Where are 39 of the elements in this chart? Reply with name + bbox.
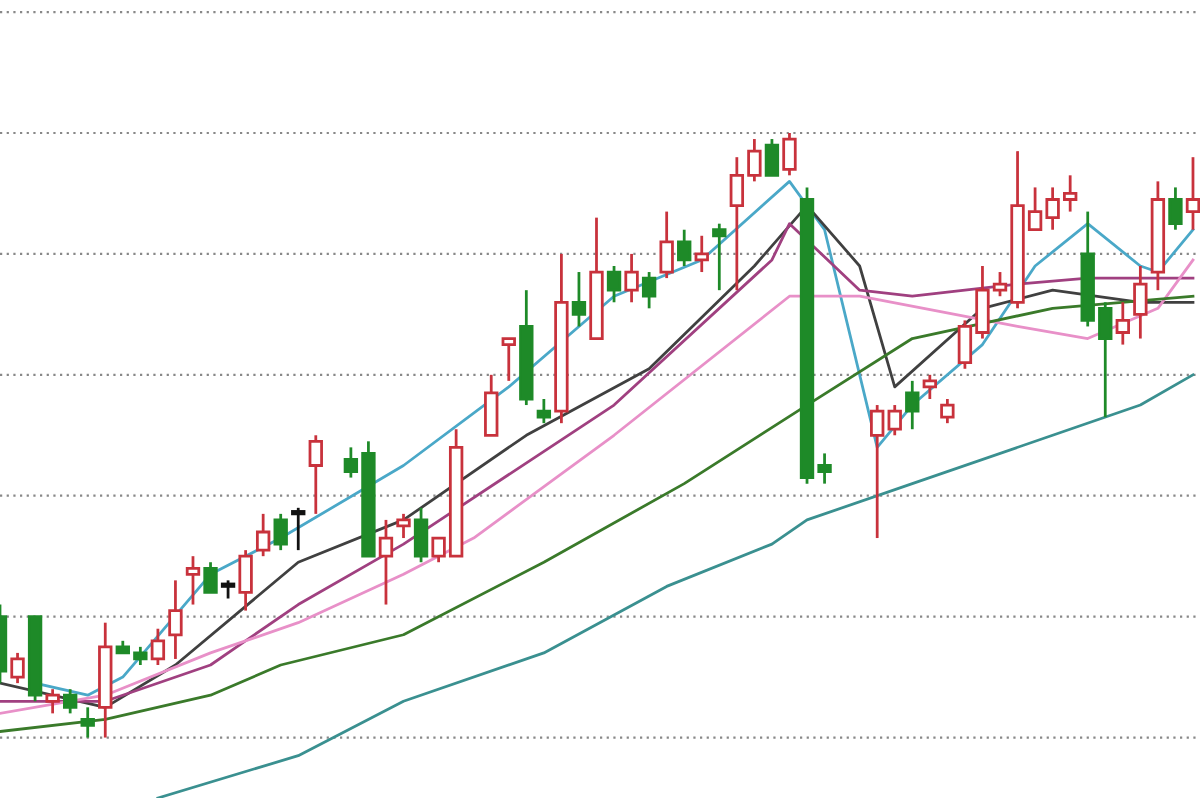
candlestick [606,264,622,304]
candlestick [168,578,183,661]
candlestick [203,560,218,594]
candlestick [185,554,201,606]
candlestick [80,705,95,739]
candlestick [922,373,937,401]
candlestick [1185,155,1200,232]
candlestick [887,403,902,437]
candlestick [273,512,288,552]
candlestick [1115,300,1130,346]
candlestick [905,379,920,431]
candlestick [536,397,552,425]
candlestick [712,222,727,292]
candlestick [10,651,25,685]
candlestick [396,512,411,540]
candlestick [624,252,639,304]
candlestick [378,518,394,606]
candlestick [150,627,166,667]
candlestick [571,270,587,328]
candlestick [484,373,499,437]
candlestick [1133,264,1148,340]
candlestick [308,433,323,516]
candlestick [220,578,236,600]
candlestick [238,548,253,612]
candlestick [764,137,780,177]
candlestick [940,397,955,425]
candlestick [291,506,306,552]
candlestick [782,131,797,177]
candlestick [255,512,271,558]
candlestick [1168,186,1183,232]
candlestick [677,228,692,268]
candlestick [870,403,885,540]
candlestick [63,687,78,715]
candlestick [45,687,60,715]
candlestick [641,270,657,310]
candlestick [501,337,516,383]
candlestick [694,234,709,274]
candlestick [659,210,674,280]
candlestick [413,506,429,564]
